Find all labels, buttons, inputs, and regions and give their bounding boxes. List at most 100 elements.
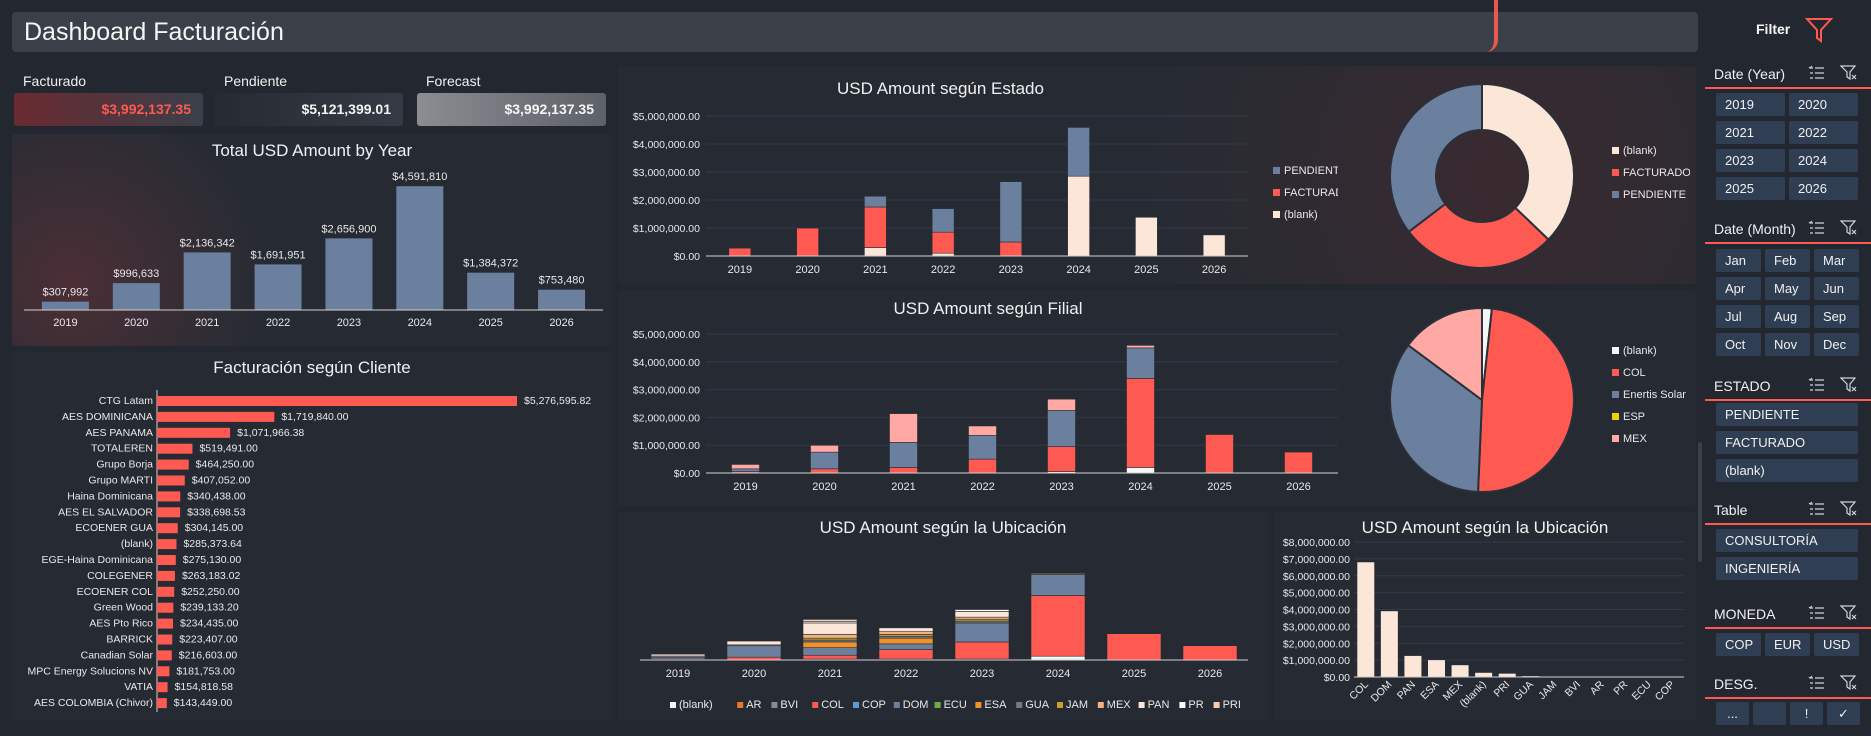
x-tick-label: 2022 bbox=[970, 481, 994, 493]
clear-filter-icon[interactable] bbox=[1839, 675, 1858, 696]
stack-segment bbox=[810, 451, 839, 470]
slicer-moneda-item[interactable]: USD bbox=[1814, 633, 1859, 656]
legend-label: Enertis Solar bbox=[1623, 389, 1686, 401]
total-by-year-panel bbox=[12, 134, 612, 346]
slicer-month-item[interactable]: Dec bbox=[1814, 333, 1859, 356]
slicer-table-item[interactable]: INGENIERÍA bbox=[1716, 557, 1858, 580]
slicer-year-item[interactable]: 2026 bbox=[1789, 177, 1858, 200]
stack-segment bbox=[1047, 398, 1076, 411]
cliente-name-label: BARRICK bbox=[106, 634, 153, 646]
stack-segment bbox=[810, 468, 839, 474]
cliente-name-label: AES EL SALVADOR bbox=[58, 506, 153, 518]
slicer-desg-item[interactable]: ✓ bbox=[1827, 702, 1860, 725]
slicer-month-item[interactable]: Jul bbox=[1716, 305, 1761, 328]
x-tick-label: PRI bbox=[1491, 679, 1512, 700]
cliente-value-label: $464,250.00 bbox=[196, 459, 255, 471]
slicer-table-item[interactable]: CONSULTORÍA bbox=[1716, 529, 1858, 552]
x-tick-label: 2025 bbox=[1134, 264, 1158, 276]
clear-filter-icon[interactable] bbox=[1839, 377, 1858, 398]
cliente-bar bbox=[157, 634, 173, 645]
year-bar bbox=[112, 283, 160, 310]
slicer-month-item[interactable]: Sep bbox=[1814, 305, 1859, 328]
clear-filter-icon[interactable] bbox=[1839, 65, 1858, 86]
slicer-year-item[interactable]: 2020 bbox=[1789, 93, 1858, 116]
cliente-value-label: $252,250.00 bbox=[181, 586, 240, 598]
slicer-item-label: Jul bbox=[1725, 309, 1742, 324]
multi-select-icon[interactable] bbox=[1808, 220, 1826, 241]
slicer-item-label: Jun bbox=[1823, 281, 1844, 296]
slicer-estado-item[interactable]: PENDIENTE bbox=[1716, 403, 1858, 426]
legend-label: (blank) bbox=[679, 699, 713, 711]
slicer-month-item[interactable]: Jan bbox=[1716, 249, 1761, 272]
slicer-year-item[interactable]: 2022 bbox=[1789, 121, 1858, 144]
stack-segment bbox=[726, 640, 782, 646]
funnel-icon[interactable] bbox=[1805, 16, 1833, 44]
slicer-divider bbox=[1705, 523, 1871, 525]
slicer-year-item[interactable]: 2021 bbox=[1716, 121, 1785, 144]
slicer-item-label: Jan bbox=[1725, 253, 1746, 268]
stack-segment bbox=[1030, 574, 1086, 596]
y-tick-label: $1,000,000.00 bbox=[1283, 655, 1350, 667]
slicer-month-item[interactable]: Nov bbox=[1765, 333, 1810, 356]
cliente-name-label: VATIA bbox=[124, 681, 153, 693]
slicer-moneda-item[interactable]: COP bbox=[1716, 633, 1761, 656]
clear-filter-icon[interactable] bbox=[1839, 220, 1858, 241]
legend-swatch bbox=[670, 702, 676, 708]
slicer-estado-item[interactable]: FACTURADO bbox=[1716, 431, 1858, 454]
ubicacion-bar-panel bbox=[1274, 512, 1696, 720]
cliente-name-label: AES COLOMBIA (Chivor) bbox=[34, 697, 153, 709]
multi-select-icon[interactable] bbox=[1808, 675, 1826, 696]
x-tick-label: 2026 bbox=[1286, 481, 1310, 493]
slicer-divider bbox=[1705, 697, 1871, 699]
year-tick-label: 2026 bbox=[549, 317, 573, 329]
slicer-item-label: ✓ bbox=[1838, 706, 1849, 721]
slicer-month-item[interactable]: May bbox=[1765, 277, 1810, 300]
stack-segment bbox=[864, 247, 887, 257]
slicer-month-item[interactable]: Apr bbox=[1716, 277, 1761, 300]
slicer-item-label: FACTURADO bbox=[1725, 435, 1806, 450]
cliente-name-label: ECOENER COL bbox=[77, 586, 154, 598]
cliente-bar bbox=[157, 523, 178, 534]
slicer-desg-item[interactable]: ! bbox=[1790, 702, 1823, 725]
slicer-year-item[interactable]: 2025 bbox=[1716, 177, 1785, 200]
legend-swatch bbox=[1273, 167, 1280, 174]
stack-segment bbox=[968, 458, 997, 474]
slicer-item-label: PENDIENTE bbox=[1725, 407, 1800, 422]
slicer-item-label: 2022 bbox=[1798, 125, 1827, 140]
cliente-bar bbox=[157, 396, 517, 406]
slicer-year-item[interactable]: 2024 bbox=[1789, 149, 1858, 172]
slicer-year-item[interactable]: 2023 bbox=[1716, 149, 1785, 172]
clear-filter-icon[interactable] bbox=[1839, 501, 1858, 522]
multi-select-icon[interactable] bbox=[1808, 65, 1826, 86]
legend-label: (blank) bbox=[1623, 145, 1657, 157]
multi-select-icon[interactable] bbox=[1808, 605, 1826, 626]
stack-segment bbox=[954, 611, 1010, 618]
slicer-desg-item[interactable] bbox=[1753, 702, 1786, 725]
cliente-bar bbox=[157, 411, 275, 422]
slicer-month-item[interactable]: Aug bbox=[1765, 305, 1810, 328]
clear-filter-icon[interactable] bbox=[1839, 605, 1858, 626]
slicer-month-item[interactable]: Oct bbox=[1716, 333, 1761, 356]
multi-select-icon[interactable] bbox=[1808, 377, 1826, 398]
slicer-desg-item[interactable]: ... bbox=[1716, 702, 1749, 725]
slicer-estado-item[interactable]: (blank) bbox=[1716, 459, 1858, 482]
slicer-year-item[interactable]: 2019 bbox=[1716, 93, 1785, 116]
slicer-moneda-item[interactable]: EUR bbox=[1765, 633, 1810, 656]
x-tick-label: 2026 bbox=[1202, 264, 1226, 276]
pie-slice bbox=[1389, 82, 1483, 234]
legend-label: FACTURADO bbox=[1284, 187, 1338, 199]
slicer-item-label: ! bbox=[1804, 706, 1809, 721]
legend-swatch bbox=[771, 702, 778, 708]
slicer-month-item[interactable]: Feb bbox=[1765, 249, 1810, 272]
slicer-month-item[interactable]: Jun bbox=[1814, 277, 1859, 300]
scrollbar-thumb[interactable] bbox=[1698, 442, 1702, 562]
legend-swatch bbox=[1213, 702, 1220, 708]
cliente-value-label: $239,133.20 bbox=[180, 602, 239, 614]
multi-select-icon[interactable] bbox=[1808, 501, 1826, 522]
cliente-bar bbox=[157, 698, 167, 709]
y-tick-label: $3,000,000.00 bbox=[1283, 621, 1350, 633]
stack-segment bbox=[1126, 378, 1155, 468]
x-tick-label: 2024 bbox=[1066, 264, 1090, 276]
cliente-bar bbox=[157, 618, 173, 629]
slicer-month-item[interactable]: Mar bbox=[1814, 249, 1859, 272]
